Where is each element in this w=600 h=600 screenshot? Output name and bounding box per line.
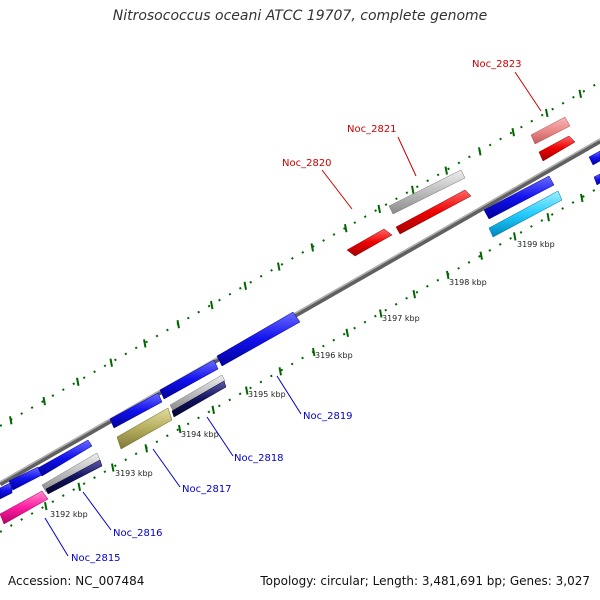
outer-major-tick-0 [9, 416, 13, 425]
gene-noc-2822[interactable] [483, 175, 555, 220]
inner-ticks-minor [0, 186, 600, 533]
inner-major-tick-7 [278, 367, 282, 376]
outer-major-tick-13 [444, 166, 448, 175]
gene-label-noc-2818[interactable]: Noc_2818 [234, 453, 284, 464]
leader-noc-2821 [397, 136, 417, 177]
backbone-highlight [0, 138, 600, 483]
inner-major-tick-2 [111, 463, 115, 472]
gene-label-noc-2817[interactable]: Noc_2817 [182, 484, 232, 495]
outer-major-tick-14 [478, 147, 482, 156]
leader-noc-2816 [82, 491, 112, 531]
gene-label-noc-2820[interactable]: Noc_2820 [282, 158, 332, 169]
accession-text: Accession: NC_007484 [8, 574, 145, 588]
inner-major-tick-3 [144, 444, 148, 453]
scale-label-3192: 3192 kbp [50, 510, 88, 519]
outer-major-tick-17 [578, 89, 582, 98]
scale-label-3196: 3196 kbp [315, 351, 353, 360]
gene-blue-2817-upper[interactable] [109, 392, 163, 429]
gene-noc-2823-pink[interactable] [530, 116, 571, 145]
outer-major-tick-16 [545, 108, 549, 118]
outer-tick-track [0, 81, 600, 427]
gene-labels: Noc_2820 Noc_2821 Noc_2823 Noc_2815 Noc_… [71, 59, 522, 564]
scale-label-3199: 3199 kbp [517, 240, 555, 249]
gene-noc-2822-cyan[interactable] [488, 190, 563, 238]
gene-noc-2820[interactable] [346, 228, 393, 257]
outer-major-tick-4 [143, 339, 147, 348]
inner-major-tick-9 [345, 328, 349, 337]
inner-major-tick-10 [379, 309, 383, 318]
outer-major-tick-12 [411, 185, 415, 194]
gene-label-noc-2821[interactable]: Noc_2821 [347, 124, 397, 135]
gene-noc-2819[interactable] [216, 311, 301, 367]
outer-major-tick-8 [277, 262, 281, 271]
leader-noc-2815 [44, 517, 69, 557]
outer-ticks-minor [0, 81, 600, 427]
inner-major-tick-5 [211, 405, 215, 414]
outer-major-tick-15 [511, 127, 515, 137]
major-ticks [9, 89, 584, 511]
gene-label-noc-2823[interactable]: Noc_2823 [472, 59, 522, 70]
leader-noc-2818 [206, 416, 234, 457]
leader-noc-2820 [321, 169, 353, 210]
inner-major-tick-16 [580, 193, 584, 203]
outer-major-tick-10 [344, 224, 348, 233]
gene-label-noc-2816[interactable]: Noc_2816 [113, 528, 163, 539]
inner-major-tick-4 [178, 424, 182, 434]
gene-noc-2818[interactable] [171, 380, 227, 418]
gene-label-noc-2819[interactable]: Noc_2819 [303, 411, 353, 422]
leader-noc-2817 [152, 448, 181, 488]
leader-noc-2819 [276, 375, 302, 415]
reverse-strand-genes [0, 173, 600, 525]
scale-label-3197: 3197 kbp [382, 314, 420, 323]
outer-major-tick-6 [210, 300, 214, 310]
forward-strand-genes [346, 116, 600, 257]
genome-summary-text: Topology: circular; Length: 3,481,691 bp… [260, 574, 590, 588]
scale-labels: 3192 kbp 3193 kbp 3194 kbp 3195 kbp 3196… [50, 240, 555, 519]
scale-label-3194: 3194 kbp [181, 430, 219, 439]
gene-label-noc-2815[interactable]: Noc_2815 [71, 553, 121, 564]
inner-major-tick-11 [412, 290, 416, 299]
gene-edge-reverse[interactable] [593, 173, 600, 186]
gene-noc-2821-grey[interactable] [388, 169, 466, 215]
scale-label-3193: 3193 kbp [115, 469, 153, 478]
outer-major-tick-2 [76, 377, 80, 387]
inner-major-tick-13 [479, 251, 483, 260]
backbone [0, 138, 600, 487]
backbone-line [0, 138, 600, 487]
inner-major-tick-14 [513, 232, 517, 241]
outer-major-tick-5 [176, 320, 180, 329]
scale-label-3198: 3198 kbp [449, 278, 487, 287]
label-leader-lines [44, 71, 542, 557]
inner-major-tick-15 [546, 213, 550, 222]
scale-label-3195: 3195 kbp [248, 390, 286, 399]
gene-noc-2816[interactable] [45, 459, 103, 495]
leader-noc-2823 [514, 71, 542, 112]
inner-tick-track [0, 186, 600, 533]
inner-major-tick-8 [312, 347, 316, 357]
gene-blue-2818-upper[interactable] [159, 359, 219, 400]
gene-edge-forward[interactable] [588, 150, 600, 166]
map-title: Nitrosococcus oceani ATCC 19707, complet… [112, 8, 488, 24]
outer-major-tick-7 [243, 281, 247, 291]
inner-major-tick-0 [44, 501, 48, 511]
gene-blue-2816-upper[interactable] [37, 439, 93, 477]
gene-noc-2823[interactable] [538, 135, 576, 162]
inner-major-tick-12 [446, 270, 450, 280]
inner-major-tick-1 [77, 482, 81, 492]
gene-noc-2818-grey[interactable] [169, 374, 226, 412]
outer-major-tick-1 [42, 396, 46, 406]
gene-edge-left[interactable] [0, 481, 13, 500]
outer-major-tick-3 [109, 358, 113, 367]
gene-noc-2821[interactable] [395, 189, 472, 235]
outer-major-tick-11 [377, 204, 381, 214]
gene-noc-2815[interactable] [0, 490, 49, 525]
outer-major-tick-9 [310, 243, 314, 252]
inner-major-tick-6 [245, 386, 249, 395]
gene-noc-2817[interactable] [116, 407, 173, 450]
